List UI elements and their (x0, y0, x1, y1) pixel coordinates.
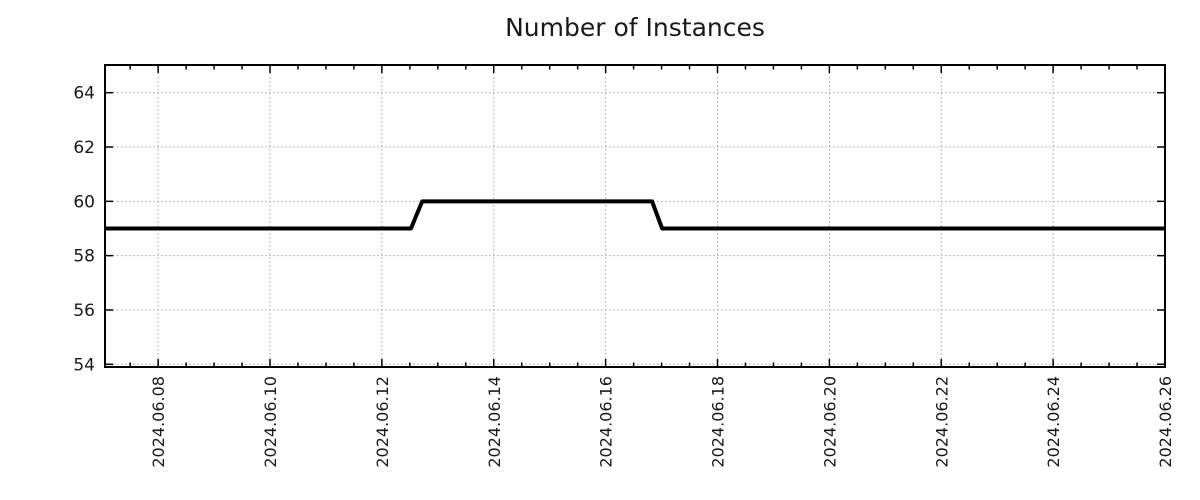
x-tick-label: 2024.06.20 (820, 376, 839, 468)
x-tick-label: 2024.06.10 (261, 376, 280, 468)
x-tick-label: 2024.06.08 (149, 376, 168, 468)
x-tick-label: 2024.06.22 (932, 376, 951, 468)
y-tick-label: 62 (73, 138, 95, 158)
y-tick-label: 64 (73, 84, 95, 104)
x-tick-label: 2024.06.14 (485, 376, 504, 468)
y-tick-label: 58 (73, 247, 95, 267)
y-tick-label: 56 (73, 301, 95, 321)
series-line (105, 199, 1165, 231)
x-tick-label: 2024.06.18 (709, 376, 728, 468)
x-tick-label: 2024.06.24 (1044, 376, 1063, 468)
x-tick-label: 2024.06.12 (373, 376, 392, 468)
plot-border (104, 64, 1166, 368)
x-tick-label: 2024.06.26 (1156, 376, 1175, 468)
x-tick-label: 2024.06.16 (597, 376, 616, 468)
y-tick-label: 54 (73, 355, 95, 375)
y-tick-label: 60 (73, 192, 95, 212)
chart-title: Number of Instances (505, 13, 765, 42)
